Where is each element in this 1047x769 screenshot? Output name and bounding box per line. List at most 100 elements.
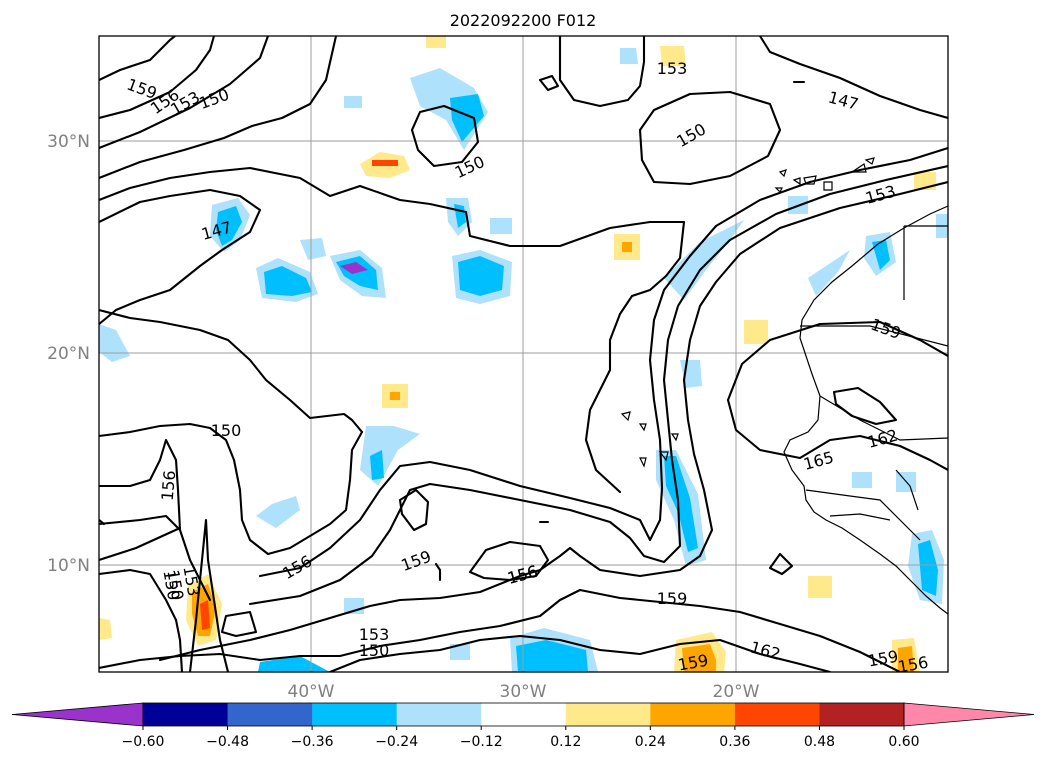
map-frame — [98, 35, 949, 673]
contour-line — [258, 146, 948, 578]
colorbar-frame — [142, 702, 905, 727]
colorbar-tick-label: 0.24 — [635, 734, 666, 750]
contour-label: 159 — [676, 651, 709, 675]
contour-line — [832, 386, 898, 426]
colorbar-segment — [734, 703, 820, 726]
colorbar-tick-label: −0.60 — [122, 734, 165, 750]
contour-line — [398, 488, 430, 532]
island — [803, 175, 817, 185]
graticule — [99, 36, 948, 672]
border-path — [895, 469, 919, 511]
contour-line — [726, 320, 948, 402]
shade-region — [620, 48, 638, 64]
shade-region — [344, 96, 362, 108]
colorbar-segment — [819, 703, 905, 726]
contour-line — [558, 36, 646, 108]
border-path — [829, 513, 891, 521]
lon-label: 30°W — [500, 682, 547, 702]
shade-region — [426, 36, 446, 48]
contour-line — [99, 518, 106, 526]
colorbar-extend-high — [903, 702, 1035, 727]
shade-region — [872, 240, 890, 270]
colorbar-segment — [650, 703, 736, 726]
colorbar: −0.60 −0.48 −0.36 −0.24 −0.12 0.12 0.24 0.36 0.4… — [11, 702, 1035, 750]
shade-region — [264, 266, 312, 296]
contour-line — [99, 526, 182, 562]
shade-region — [664, 456, 698, 552]
island — [638, 423, 647, 432]
contour-line — [468, 540, 550, 582]
contour-label: 159 — [657, 589, 688, 608]
contour-line — [99, 514, 182, 532]
colorbar-segment — [312, 703, 398, 726]
island — [823, 181, 833, 191]
lat-labels: 30°N 20°N 10°N — [47, 132, 90, 576]
colorbar-tick-label: 0.60 — [888, 734, 919, 750]
colorbar-segment — [143, 703, 229, 726]
contour-line — [328, 634, 832, 672]
shade-region — [450, 644, 470, 660]
shade-region — [808, 576, 832, 598]
colorbar-tick-label: −0.24 — [375, 734, 418, 750]
shade-region — [216, 206, 242, 246]
contour-line — [99, 588, 902, 672]
shade-region — [300, 238, 326, 260]
colorbar-segment — [227, 703, 313, 726]
island — [792, 177, 801, 186]
shade-region — [852, 472, 872, 488]
contour-line — [99, 308, 364, 434]
island — [639, 457, 647, 468]
shade-region — [918, 540, 938, 596]
border-path — [805, 489, 921, 541]
contour-label: 150 — [211, 421, 242, 440]
positive-shading — [99, 36, 936, 672]
contour-line — [99, 188, 262, 326]
colorbar-tick-label: −0.12 — [460, 734, 503, 750]
shade-region — [808, 250, 850, 296]
lat-label: 20°N — [47, 344, 90, 364]
contour-label: 153 — [657, 59, 688, 78]
island — [778, 169, 787, 178]
lat-label: 10°N — [47, 556, 90, 576]
contour-label: 156 — [158, 469, 180, 501]
chart-title: 2022092200 F012 — [450, 11, 597, 30]
colorbar-tick-label: 0.48 — [804, 734, 835, 750]
coastline — [620, 157, 948, 615]
contour-line — [726, 398, 948, 472]
coastline-path — [783, 205, 948, 615]
lon-labels: 40°W 30°W 20°W — [288, 682, 760, 702]
height-contours — [99, 36, 948, 672]
island — [670, 433, 679, 442]
shade-region — [450, 94, 484, 142]
shade-region — [390, 392, 400, 400]
map-area: 159 156 153 150 153 150 147 150 150 147 … — [99, 36, 948, 675]
contour-line — [768, 552, 794, 576]
shade-region — [622, 242, 632, 252]
shade-region — [490, 218, 512, 234]
border-path — [800, 325, 948, 347]
contour-line — [99, 422, 364, 556]
contour-line — [410, 104, 480, 168]
colorbar-tick-label: 0.36 — [719, 734, 750, 750]
negative-shading — [99, 48, 948, 672]
lon-label: 20°W — [713, 682, 760, 702]
shade-region — [370, 450, 384, 480]
shade-region — [340, 262, 368, 274]
shade-region — [372, 160, 398, 166]
island — [774, 187, 783, 194]
contour-line — [248, 164, 948, 606]
shade-region — [898, 646, 914, 672]
contour-line — [99, 36, 270, 150]
contour-line — [434, 562, 442, 582]
lon-label: 40°W — [288, 682, 335, 702]
contour-label: 153 — [359, 625, 390, 644]
shade-region — [99, 618, 112, 640]
contour-line — [638, 90, 782, 186]
shade-region — [664, 220, 744, 300]
shade-region — [516, 640, 588, 672]
contour-line — [220, 610, 258, 638]
colorbar-tick-label: 0.12 — [550, 734, 581, 750]
contour-line — [99, 568, 184, 672]
